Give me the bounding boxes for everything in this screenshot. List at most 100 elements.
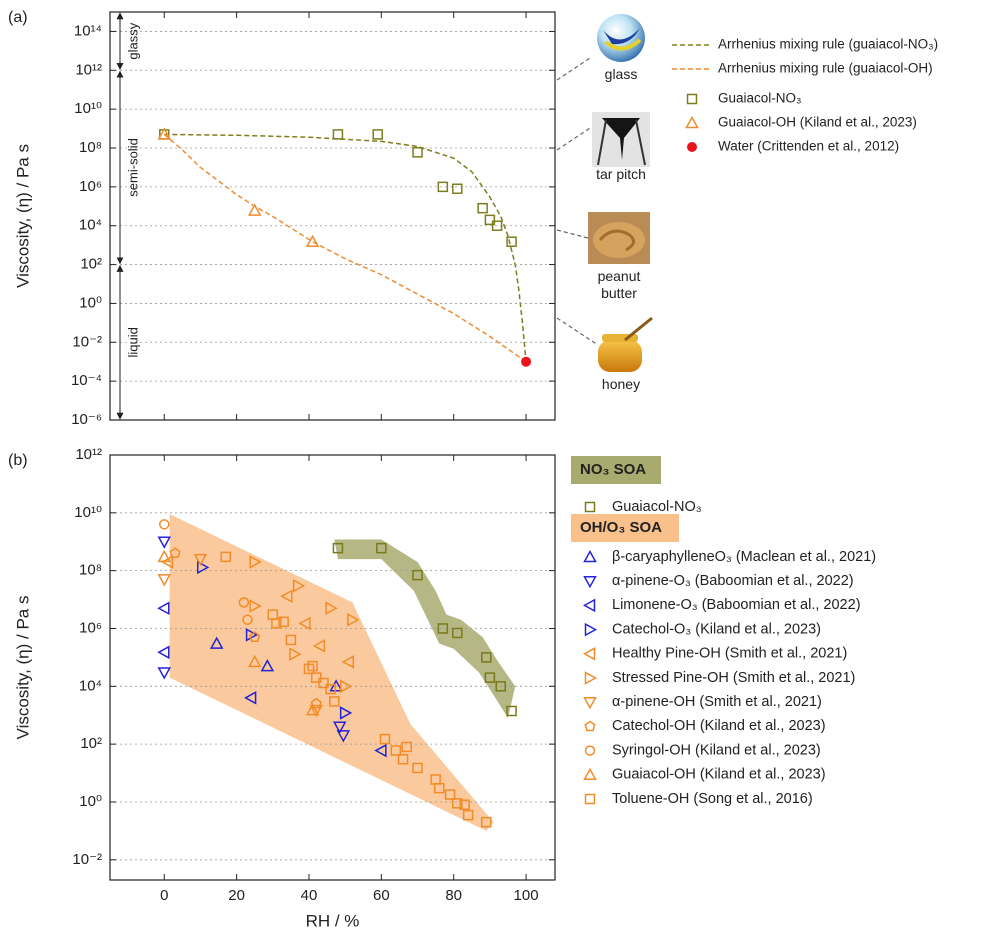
data-point — [372, 129, 383, 140]
data-point — [160, 555, 174, 569]
data-point — [401, 741, 412, 753]
data-point — [285, 634, 297, 646]
legend-swatch — [584, 720, 596, 732]
data-point — [157, 549, 172, 563]
legend-label: Catechol-OH (Kiland et al., 2023) — [612, 718, 826, 734]
legend-label: Guaiacol-NO₃ — [718, 91, 802, 106]
data-point — [220, 551, 232, 563]
data-point — [336, 730, 351, 743]
y-tick-label: 10¹⁰ — [74, 504, 102, 521]
y-tick-label: 10⁴ — [79, 677, 102, 694]
y-tick-label: 10⁴ — [79, 217, 102, 234]
glass-picture — [597, 14, 645, 62]
regime-label: glassy — [125, 22, 140, 59]
y-tick-label: 10² — [80, 256, 102, 273]
legend-label: Healthy Pine-OH (Smith et al., 2021) — [612, 646, 847, 662]
data-point — [312, 639, 326, 653]
x-tick-label: 100 — [514, 887, 539, 904]
legend-label: Catechol-O₃ (Kiland et al., 2023) — [612, 621, 821, 637]
data-point — [329, 696, 340, 707]
regime-label: semi-solid — [125, 138, 140, 197]
legend-label: Guaiacol-NO₃ — [612, 499, 702, 515]
data-point — [462, 809, 474, 821]
data-point — [390, 745, 402, 756]
data-point — [339, 706, 353, 720]
legend-label: Water (Crittenden et al., 2012) — [718, 139, 899, 154]
legend-label: Guaiacol-OH (Kiland et al., 2023) — [612, 767, 826, 783]
data-point — [341, 655, 355, 669]
panel-label: (b) — [8, 452, 28, 469]
legend-label: Stressed Pine-OH (Smith et al., 2021) — [612, 670, 855, 686]
x-tick-label: 80 — [445, 887, 462, 904]
data-point — [260, 659, 275, 672]
x-tick-label: 60 — [373, 887, 390, 904]
connector — [556, 317, 599, 346]
data-point — [506, 705, 517, 717]
data-point — [452, 183, 463, 194]
data-point — [157, 601, 170, 616]
data-point — [376, 542, 387, 554]
data-point — [491, 220, 503, 231]
data-point — [247, 203, 262, 216]
data-point — [481, 652, 492, 663]
region — [334, 539, 516, 719]
data-point — [484, 672, 496, 683]
data-point — [477, 202, 488, 214]
regime-label: liquid — [125, 327, 140, 357]
data-point — [193, 553, 208, 567]
legend-swatch — [584, 671, 598, 685]
y-tick-label: 10¹⁰ — [74, 100, 102, 117]
legend-swatch — [583, 767, 597, 781]
plot-frame — [109, 454, 556, 881]
y-tick-label: 10⁻⁴ — [71, 372, 102, 389]
legend-swatch — [582, 647, 596, 661]
region — [169, 514, 494, 831]
data-point — [209, 636, 224, 649]
data-point — [249, 555, 262, 569]
series-line — [163, 133, 527, 363]
connector — [556, 229, 589, 239]
data-point — [325, 601, 338, 616]
data-point — [379, 733, 391, 745]
data-point — [374, 743, 387, 758]
data-point — [307, 660, 318, 672]
reference-pictures — [556, 57, 599, 346]
data-point — [247, 654, 262, 668]
legend-label: β-caryaphylleneO₃ (Maclean et al., 2021) — [612, 549, 876, 565]
y-tick-label: 10¹² — [75, 61, 102, 78]
legend-label: Arrhenius mixing rule (guaiacol-NO₃) — [718, 37, 938, 52]
data-point — [329, 679, 343, 692]
data-point — [444, 789, 456, 800]
y-tick-label: 10⁻² — [72, 333, 102, 350]
data-point — [332, 721, 347, 734]
y-tick-label: 10² — [80, 735, 102, 752]
data-point — [298, 616, 311, 631]
data-point — [159, 519, 170, 530]
data-point — [484, 214, 496, 226]
data-point — [452, 798, 463, 809]
plot-frame — [109, 11, 556, 421]
plot-area — [169, 514, 516, 831]
data-point — [169, 547, 181, 559]
reference-label: peanut butter — [597, 268, 641, 301]
data-point — [412, 569, 423, 581]
tar-pitch-picture — [592, 112, 650, 167]
data-point — [310, 697, 322, 709]
data-point — [305, 234, 320, 247]
data-point — [157, 667, 172, 680]
legend-swatch — [583, 575, 597, 589]
data-point — [332, 542, 344, 554]
data-point — [339, 679, 353, 694]
reference-label: honey — [601, 376, 641, 392]
legend-swatch — [583, 549, 597, 563]
connector — [556, 127, 591, 151]
x-tick-label: 0 — [160, 887, 168, 904]
peanut-butter-picture — [588, 212, 650, 264]
data-point — [397, 754, 409, 765]
data-point — [495, 681, 506, 692]
legend-label: Limonene-O₃ (Baboomian et al., 2022) — [612, 597, 861, 613]
data-point — [521, 356, 532, 367]
legend-group-box — [571, 456, 661, 484]
